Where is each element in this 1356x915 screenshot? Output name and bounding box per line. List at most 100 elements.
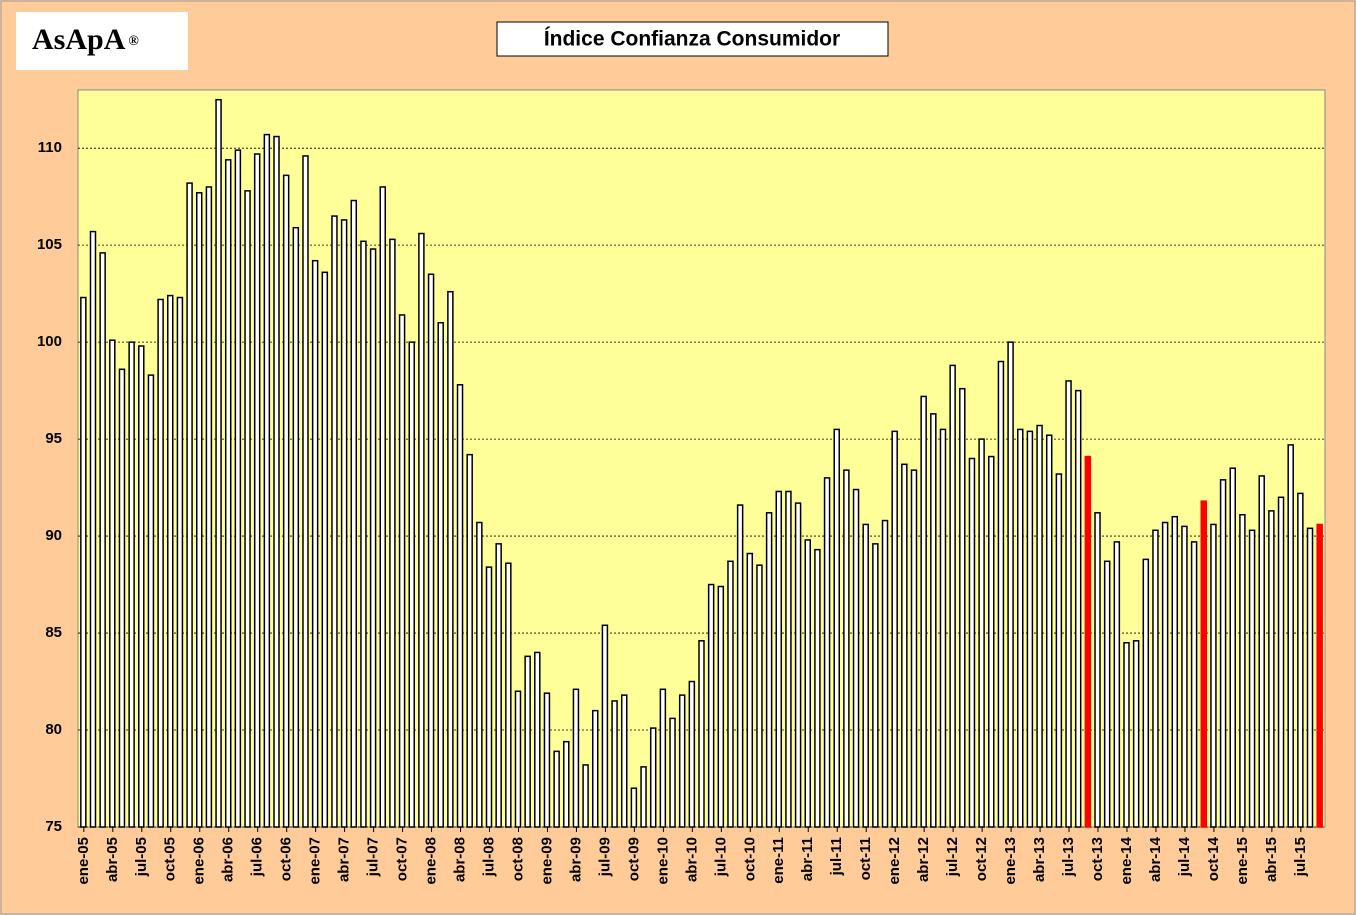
x-tick-label: abr-14 [1147,836,1164,882]
x-tick-label: abr-09 [567,837,584,882]
x-tick-label: ene-09 [538,837,555,885]
x-tick-label: abr-05 [104,837,121,882]
bar [901,463,908,828]
bar [717,585,725,828]
bar [988,455,995,828]
bar [524,655,531,828]
bar [746,552,754,828]
bar [456,384,464,828]
bar [1084,455,1092,828]
bar [678,694,686,828]
bar [466,453,473,828]
bar [1113,541,1121,828]
bar [640,766,647,828]
bar [601,624,609,828]
bar [263,133,271,828]
bar [1229,467,1236,828]
y-tick-label: 75 [45,818,62,835]
y-tick-label: 90 [45,527,62,544]
bar [302,155,309,828]
bar [379,186,387,828]
x-tick-label: oct-08 [509,837,526,881]
bar [620,694,628,828]
bar [1171,515,1179,828]
x-tick-label: jul-12 [944,837,961,877]
x-tick-label: oct-06 [278,837,295,881]
bar [514,690,522,828]
bar [485,566,493,828]
bar [949,364,956,828]
bar [862,523,869,828]
bar [1210,523,1217,828]
x-tick-label: jul-09 [596,837,613,877]
x-tick-label: oct-12 [973,837,990,881]
bar [669,717,676,828]
bar [447,290,454,828]
x-tick-label: jul-13 [1060,837,1077,877]
bar [1239,513,1246,828]
bar [736,504,744,828]
title-box [496,21,889,57]
bar [843,469,850,828]
bar [273,135,280,828]
bar [1123,642,1130,828]
bar [331,215,338,828]
bar [157,298,164,828]
bar [572,688,580,828]
bar [698,640,705,828]
bar [408,341,415,828]
bar [195,192,203,828]
x-tick-label: ene-07 [307,837,324,885]
x-tick-label: ene-08 [423,837,440,885]
x-tick-label: ene-10 [654,837,671,885]
x-tick-label: oct-14 [1205,836,1222,881]
bar [224,159,232,828]
bar [234,149,242,828]
bar [282,174,290,828]
bar [872,543,879,828]
bar [968,457,976,828]
bar [833,428,840,828]
x-tick-label: abr-10 [683,837,700,882]
bar [1074,389,1082,828]
bar [340,219,348,828]
x-tick-label: jul-05 [133,837,150,877]
x-tick-label: abr-11 [799,837,816,881]
bar [785,490,792,828]
x-tick-label: oct-13 [1089,837,1106,881]
x-tick-label: abr-08 [451,837,468,882]
bar [128,341,135,828]
x-tick-label: jul-14 [1176,836,1193,877]
bar [1248,529,1256,828]
bar [369,248,377,828]
x-tick-label: jul-07 [365,837,382,877]
bar [814,548,821,828]
bar [292,226,300,828]
x-tick-label: ene-06 [191,837,208,885]
x-tick-label: ene-12 [886,837,903,885]
x-tick-label: oct-11 [857,837,874,880]
y-tick-label: 95 [45,430,62,447]
x-tick-label: ene-11 [770,837,787,884]
bar [930,413,937,828]
bar [756,564,763,828]
bar [389,238,396,828]
bar [1036,424,1043,828]
x-tick-label: ene-14 [1118,836,1135,884]
bar [1258,475,1265,828]
bar [823,477,831,828]
x-tick-label: jul-10 [712,837,729,877]
bar [321,271,329,828]
bar [360,240,367,828]
x-tick-label: ene-05 [75,837,92,885]
bar [582,764,589,828]
bar [804,539,811,828]
bar [727,560,734,828]
x-tick-label: abr-06 [220,837,237,882]
bar [765,512,773,828]
logo-mark: ® [128,34,139,49]
bar [1094,512,1101,828]
bar [891,430,898,828]
